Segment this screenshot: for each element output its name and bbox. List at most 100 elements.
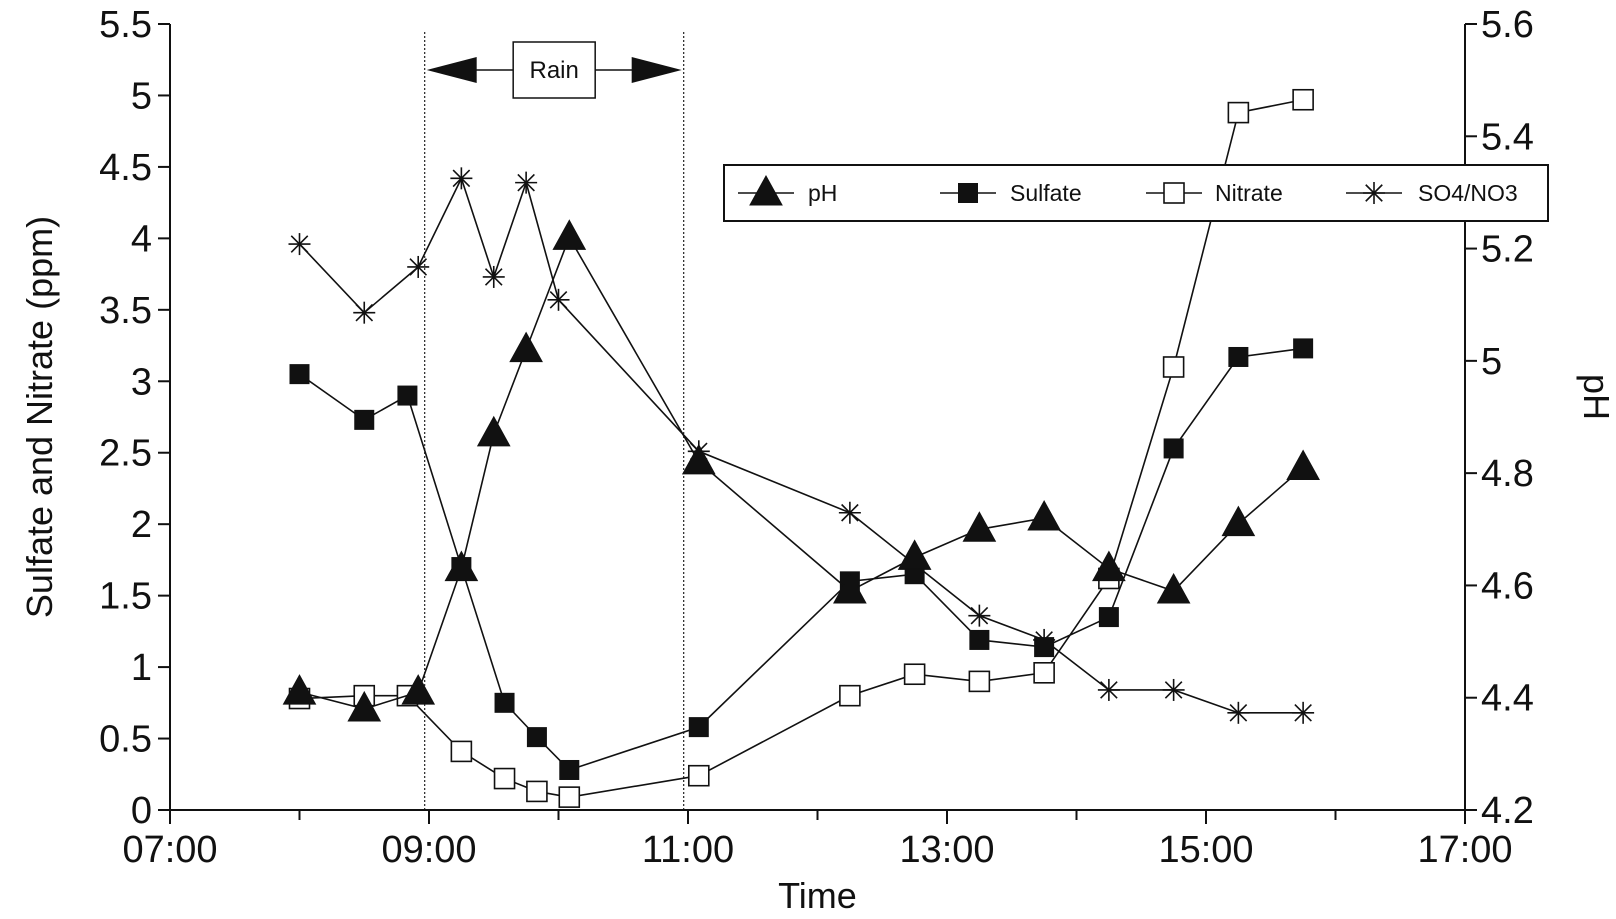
y-left-axis-title: Sulfate and Nitrate (ppm) [19, 216, 60, 618]
ph-point [552, 219, 587, 250]
so4-no3-point [1162, 678, 1185, 701]
so4-no3-point [838, 501, 861, 524]
nitrate-point [968, 670, 991, 693]
legend-box [723, 164, 1549, 222]
ph-point [962, 511, 997, 542]
legend-item-so4-no3: SO4/NO3 [1346, 180, 1518, 206]
asterisk-stroke [549, 290, 568, 309]
sulfate-line [299, 347, 1304, 771]
sulfate-point [494, 692, 515, 713]
y-left-tick-label: 3 [131, 361, 152, 403]
y-left-tick-label: 4.5 [99, 147, 152, 189]
sulfate-point [969, 629, 990, 650]
so4-no3-point [353, 301, 376, 324]
nitrate-point [687, 764, 710, 787]
asterisk-stroke [970, 606, 989, 625]
y-right-tick-label: 4.2 [1481, 790, 1534, 832]
ph-point [1156, 573, 1191, 604]
x-axis-title: Time [778, 875, 857, 916]
legend: pH Sulfate Nitrate SO4/NO3 [723, 164, 1549, 222]
legend-label: Nitrate [1215, 180, 1283, 206]
ph-point [1221, 505, 1256, 537]
so4-no3-point [1292, 701, 1315, 724]
asterisk-stroke [355, 303, 374, 322]
asterisk-stroke [290, 235, 309, 253]
x-tick-label: 13:00 [899, 829, 994, 871]
asterisk-stroke [452, 169, 471, 188]
nitrate-point [493, 767, 516, 790]
so4-no3-point [450, 167, 473, 190]
y-left-tick-label: 5 [131, 75, 152, 117]
ph-point [681, 443, 716, 475]
sulfate-point [289, 364, 310, 385]
nitrate-point [1033, 662, 1055, 684]
legend-marker [1163, 182, 1185, 204]
series-ph [282, 219, 1320, 722]
asterisk-stroke [484, 268, 503, 286]
so4-no3-point [1227, 701, 1250, 724]
y-left-tick-label: 0 [131, 790, 152, 832]
y-right-tick-label: 4.8 [1481, 453, 1534, 495]
so4-no3-point [515, 171, 538, 194]
legend-marker [749, 174, 783, 206]
legend-marker [958, 183, 978, 203]
y-right-tick-label: 4.4 [1481, 678, 1534, 720]
so4-no3-point [547, 288, 570, 311]
rain-arrow-right-head [631, 57, 682, 83]
series-layer [282, 88, 1320, 808]
y-right-tick-label: 5.4 [1481, 116, 1534, 158]
y-left-tick-label: 1 [131, 647, 152, 689]
asterisk-stroke [1164, 681, 1183, 699]
ph-point [509, 331, 543, 363]
x-tick-label: 15:00 [1158, 829, 1253, 871]
sulfate-point [1293, 338, 1314, 359]
sulfate-point [1228, 346, 1249, 367]
y-right-tick-label: 5.6 [1481, 4, 1534, 46]
ph-point [833, 573, 867, 604]
asterisk-stroke [1365, 184, 1383, 202]
ph-point [1092, 550, 1126, 582]
x-tick-label: 09:00 [381, 829, 476, 871]
ph-point [401, 674, 436, 705]
sulfate-point [688, 717, 709, 738]
x-tick-label: 17:00 [1417, 829, 1512, 871]
nitrate-point [450, 740, 473, 763]
so4-no3-point [968, 604, 991, 627]
rain-arrow-left-head [426, 57, 477, 83]
ph-point [282, 674, 317, 705]
y-right-tick-label: 5 [1481, 341, 1502, 383]
y-left-tick-label: 3.5 [99, 290, 152, 332]
y-left-tick-label: 1.5 [99, 576, 152, 618]
legend-marker [1363, 182, 1385, 204]
nitrate-line [299, 98, 1304, 798]
so4-no3-point [288, 233, 311, 256]
nitrate-point [558, 786, 581, 808]
nitrate-point [903, 663, 926, 686]
legend-item-sulfate: Sulfate [940, 180, 1082, 206]
series-so4-no3 [288, 167, 1315, 724]
legend-label: SO4/NO3 [1418, 180, 1518, 206]
nitrate-point [526, 780, 548, 803]
rain-label-box [512, 41, 596, 99]
nitrate-point [1162, 356, 1185, 378]
ph-line [299, 235, 1304, 710]
legend-label: pH [808, 180, 837, 206]
legend-label: Sulfate [1010, 180, 1082, 206]
asterisk-stroke [1229, 704, 1248, 722]
ph-point [476, 415, 511, 447]
series-sulfate [289, 338, 1314, 780]
ph-point [1286, 449, 1320, 481]
ph-point [897, 539, 932, 570]
asterisk-stroke [409, 258, 428, 276]
so4-no3-point [1097, 678, 1120, 701]
sulfate-point [1034, 637, 1055, 658]
asterisk-stroke [517, 173, 535, 192]
nitrate-point [839, 684, 861, 707]
ph-point [444, 550, 479, 582]
y-right-tick-label: 5.2 [1481, 229, 1534, 271]
so4-no3-line [298, 176, 1304, 714]
sulfate-point [1163, 438, 1184, 459]
so4-no3-point [482, 265, 505, 288]
nitrate-point [1227, 101, 1250, 124]
